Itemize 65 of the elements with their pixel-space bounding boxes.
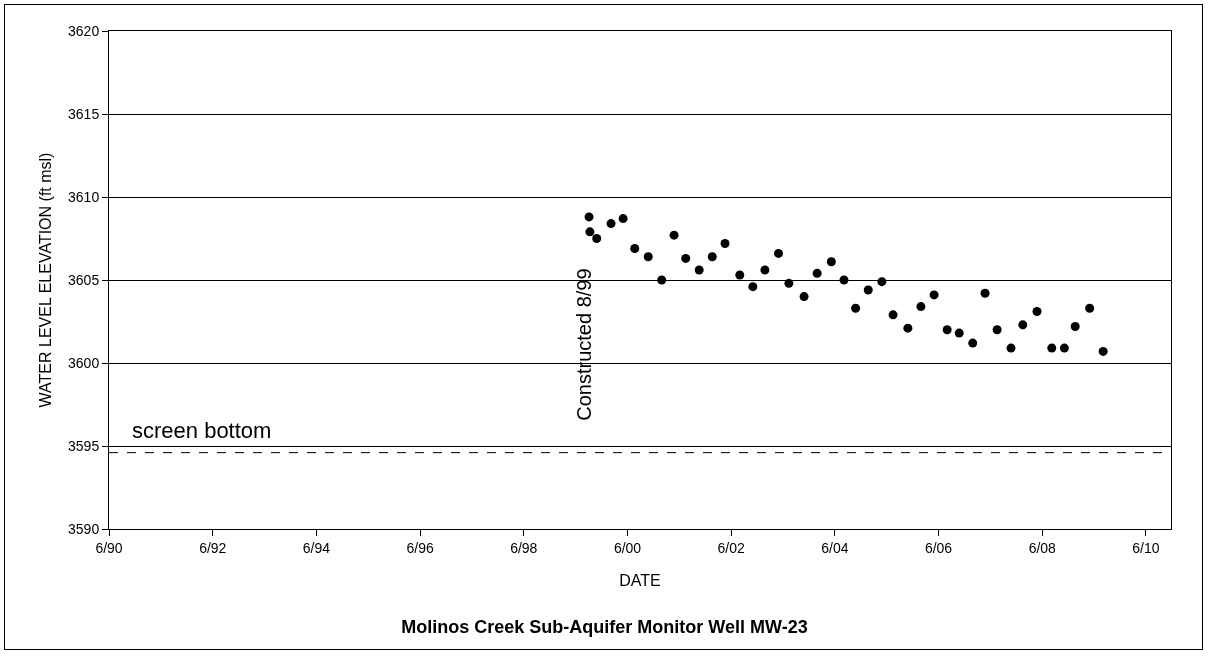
point bbox=[929, 290, 939, 300]
point bbox=[618, 214, 628, 224]
point bbox=[1070, 321, 1080, 331]
x-tick-label: 6/94 bbox=[302, 539, 331, 556]
point bbox=[584, 212, 594, 222]
point bbox=[992, 325, 1002, 335]
point bbox=[643, 252, 653, 262]
point bbox=[748, 282, 758, 292]
point bbox=[774, 248, 784, 258]
point bbox=[1032, 307, 1042, 317]
annotation: Constructed 8/99 bbox=[573, 268, 596, 421]
point bbox=[592, 234, 602, 243]
x-tick-label: 6/06 bbox=[924, 539, 953, 556]
point bbox=[669, 230, 679, 240]
point bbox=[681, 253, 691, 263]
point bbox=[707, 252, 717, 262]
point bbox=[585, 227, 595, 237]
point bbox=[954, 328, 964, 338]
point bbox=[760, 265, 770, 275]
point bbox=[863, 285, 873, 295]
point bbox=[888, 310, 898, 320]
point bbox=[799, 292, 809, 302]
point bbox=[968, 338, 978, 348]
point bbox=[903, 323, 913, 333]
point bbox=[784, 278, 794, 288]
point bbox=[720, 238, 730, 248]
point bbox=[606, 219, 616, 229]
y-tick-label: 3590 bbox=[68, 520, 100, 537]
point bbox=[657, 275, 667, 285]
point bbox=[942, 325, 952, 335]
x-tick-label: 6/10 bbox=[1132, 539, 1160, 556]
point bbox=[694, 265, 704, 275]
point bbox=[630, 243, 640, 253]
point bbox=[851, 303, 861, 313]
text: Molinos Creek Sub-Aquifer Monitor Well MW-23 bbox=[401, 617, 808, 638]
x-tick-label: 6/90 bbox=[95, 539, 123, 556]
point bbox=[1018, 320, 1028, 330]
x-tick-label: 6/98 bbox=[510, 539, 538, 556]
y-tick-label: 3615 bbox=[68, 105, 100, 122]
point bbox=[839, 275, 849, 285]
point bbox=[826, 257, 836, 267]
point bbox=[980, 288, 990, 298]
point bbox=[735, 270, 745, 280]
point bbox=[1047, 343, 1057, 353]
y-tick-label: 3610 bbox=[68, 188, 100, 205]
y-tick-label: 3620 bbox=[68, 22, 100, 39]
x-tick-label: 6/08 bbox=[1028, 539, 1057, 556]
x-tick-label: 6/04 bbox=[821, 539, 849, 556]
x-tick-label: 6/00 bbox=[613, 539, 642, 556]
point bbox=[812, 268, 822, 278]
x-tick-label: 6/96 bbox=[406, 539, 434, 556]
point bbox=[916, 302, 926, 312]
x-axis-title: DATE bbox=[619, 572, 661, 590]
point bbox=[1085, 303, 1095, 313]
x-tick-label: 6/92 bbox=[199, 539, 227, 556]
point bbox=[1006, 343, 1016, 353]
x-tick-label: 6/02 bbox=[717, 539, 745, 556]
point bbox=[877, 277, 887, 287]
ref-line-label: screen bottom bbox=[132, 418, 272, 443]
y-tick-label: 3600 bbox=[68, 354, 100, 371]
point bbox=[1098, 346, 1108, 356]
y-tick-label: 3605 bbox=[68, 271, 100, 288]
y-tick-label: 3595 bbox=[68, 437, 100, 454]
y-axis-title: WATER LEVEL ELEVATION (ft msl) bbox=[36, 152, 54, 408]
point bbox=[1059, 343, 1069, 353]
